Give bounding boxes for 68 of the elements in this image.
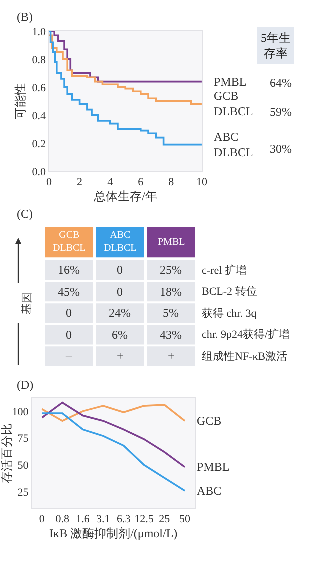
- category-label: BCL-2 转位: [202, 286, 258, 298]
- text: (D): [17, 378, 34, 392]
- text: 5%: [163, 306, 179, 320]
- text: 64%: [270, 76, 292, 90]
- text: 18%: [160, 285, 182, 299]
- x-tick-label: 4: [108, 176, 114, 189]
- y-tick-label: 0.8: [32, 54, 47, 66]
- category-label: 0: [66, 306, 72, 320]
- text: 30%: [270, 142, 292, 156]
- text: (C): [17, 207, 33, 221]
- y-axis-title: 可能性: [14, 83, 28, 120]
- text: 25%: [160, 263, 182, 277]
- category-label: chr. 9p24获得/扩增: [202, 329, 290, 341]
- series-label: ABC DLBCL: [214, 130, 254, 160]
- category-label: GCB DLBCL: [53, 230, 86, 254]
- series-label: PMBL: [197, 460, 230, 474]
- text: 59%: [270, 105, 292, 119]
- series-label: GCB: [197, 414, 222, 428]
- text: 0: [117, 263, 123, 277]
- y-tick-label: 0.0: [32, 166, 47, 178]
- text: +: [168, 349, 175, 363]
- text: 45%: [58, 285, 80, 299]
- series-label: GCB DLBCL: [214, 89, 254, 119]
- text: +: [117, 349, 124, 363]
- text: 43%: [160, 328, 182, 342]
- text: 6%: [112, 328, 128, 342]
- x-tick-label: 0: [46, 176, 53, 189]
- x-tick-label: 6: [138, 176, 144, 189]
- x-tick-label: 50: [180, 513, 192, 526]
- y-axis-title: 存活百分比: [0, 423, 14, 484]
- line-series: [41, 404, 186, 422]
- line-series: [41, 412, 186, 492]
- text: 0: [66, 328, 72, 342]
- x-axis-title: 总体生存/年: [92, 190, 158, 204]
- y-tick-label: 0.2: [32, 138, 46, 150]
- x-tick-label: 0.8: [56, 513, 70, 526]
- y-tick-label: 0.4: [32, 110, 47, 122]
- text: 基因: [20, 292, 34, 315]
- category-label: ABC DLBCL: [104, 230, 137, 254]
- x-tick-label: 0: [39, 513, 46, 526]
- text: 0: [117, 285, 123, 299]
- x-tick-label: 6.3: [116, 513, 132, 526]
- text: (B): [17, 10, 33, 24]
- text: 24%: [109, 306, 131, 320]
- series-label: PMBL: [214, 75, 247, 89]
- y-tick-label: 0.6: [32, 82, 47, 94]
- y-tick-label: 1.0: [32, 26, 47, 38]
- x-tick-label: 10: [196, 176, 208, 189]
- y-tick-label: 100: [12, 406, 30, 418]
- category-label: 组成性NF-κB激活: [202, 351, 288, 363]
- x-tick-label: 8: [168, 176, 175, 189]
- y-tick-label: 75: [18, 433, 30, 446]
- line-series: [41, 402, 186, 468]
- series-label: ABC: [197, 484, 222, 498]
- x-tick-label: 25: [159, 513, 171, 526]
- text: 16%: [58, 263, 80, 277]
- x-tick-label: 1.6: [76, 513, 90, 526]
- x-tick-label: 3.1: [96, 513, 110, 526]
- category-label: c-rel 扩增: [202, 265, 247, 277]
- category-label: 获得 chr. 3q: [202, 308, 257, 320]
- y-tick-label: 50: [18, 460, 30, 472]
- text: –: [66, 349, 72, 363]
- category-label: PMBL: [158, 237, 186, 248]
- x-tick-label: 12.5: [134, 513, 154, 526]
- x-axis-title: IκB 激酶抑制剂/(μmol/L): [50, 526, 178, 540]
- y-tick-label: 25: [18, 486, 30, 499]
- x-tick-label: 2: [77, 176, 83, 189]
- text: 5年生存率: [261, 31, 291, 61]
